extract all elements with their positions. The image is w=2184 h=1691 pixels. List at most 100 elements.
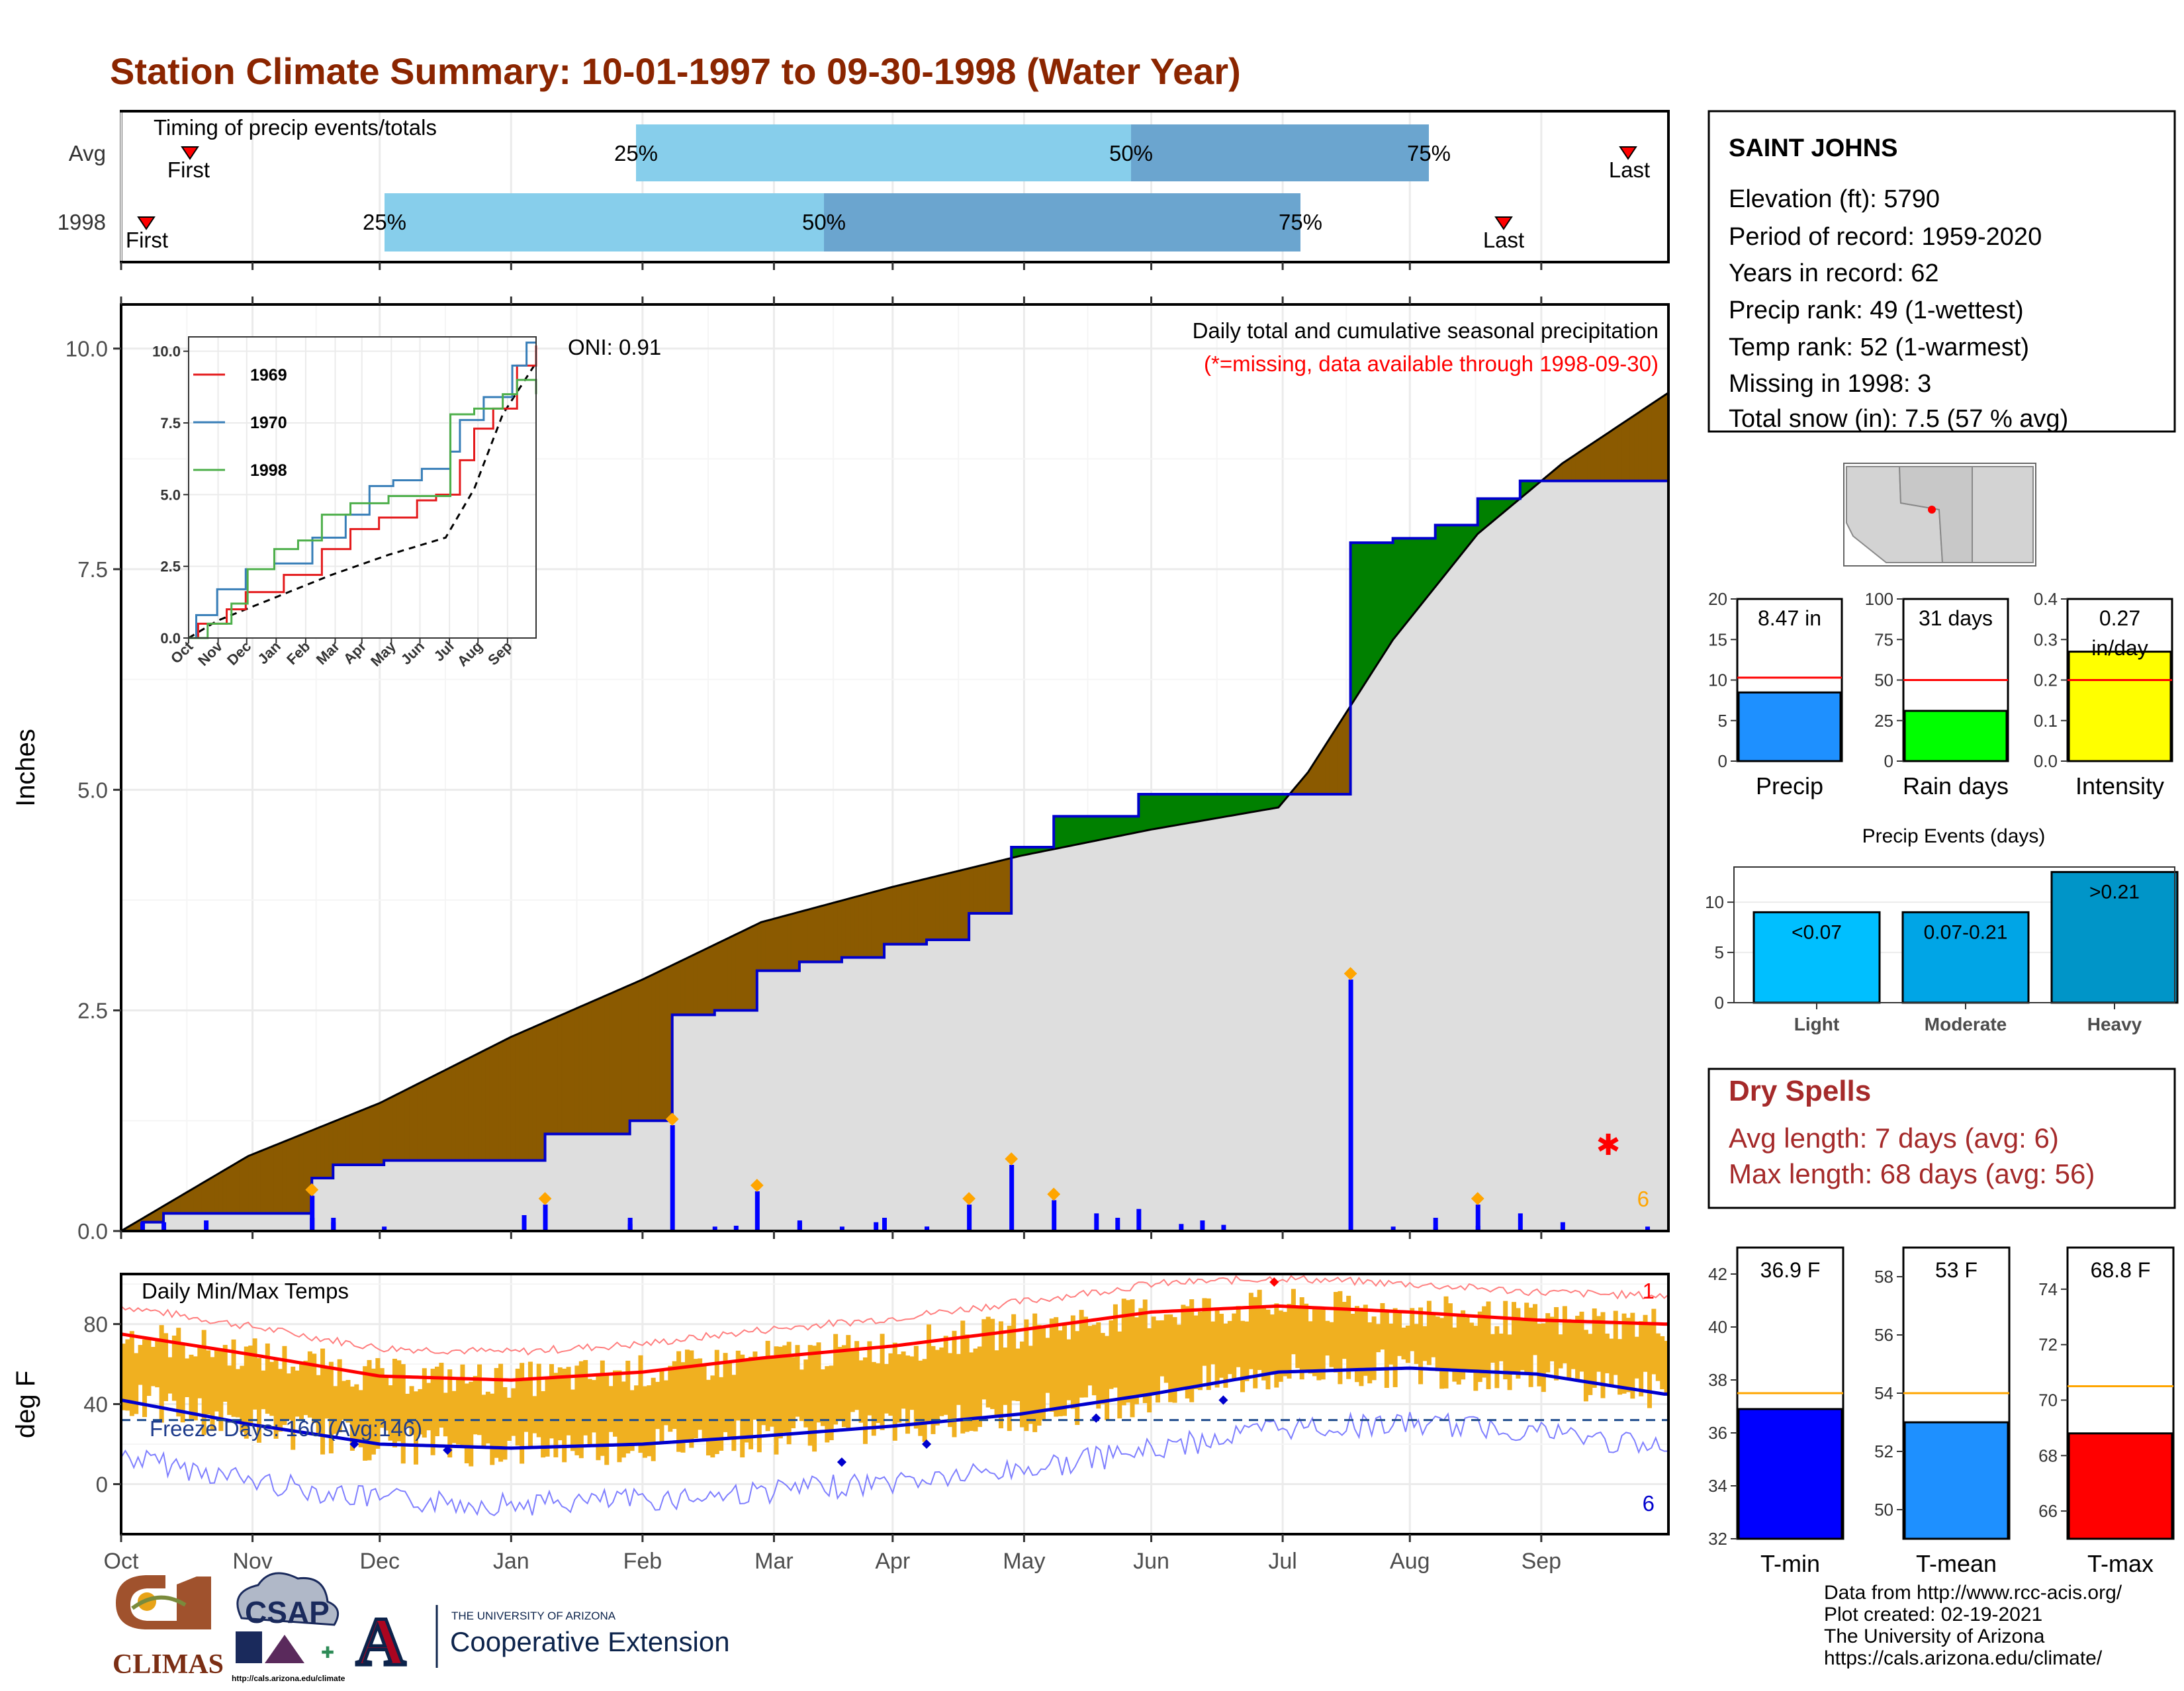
above-average-fill xyxy=(1257,794,1262,812)
below-average-fill xyxy=(273,1144,279,1214)
below-average-fill xyxy=(1638,409,1643,482)
temp-summary-y-tick-label: 56 xyxy=(1874,1325,1893,1345)
below-average-fill xyxy=(477,1051,482,1161)
daily-temp-bar xyxy=(1036,1324,1042,1426)
daily-temp-bar xyxy=(1384,1309,1389,1389)
daily-precip-bar xyxy=(1560,1222,1565,1231)
daily-temp-bar xyxy=(541,1391,546,1458)
summary-y-tick-label: 25 xyxy=(1874,711,1893,731)
daily-temp-bar xyxy=(1214,1309,1220,1388)
daily-temp-bar xyxy=(316,1375,321,1434)
above-average-fill xyxy=(1151,794,1156,830)
daily-temp-bar xyxy=(1227,1320,1232,1375)
record-high-line xyxy=(121,1275,1668,1356)
summary-y-tick-label: 0 xyxy=(1884,751,1893,771)
above-average-fill xyxy=(1113,815,1118,838)
daily-temp-bar xyxy=(952,1330,957,1438)
daily-temp-bar xyxy=(206,1350,211,1415)
daily-temp-bar xyxy=(163,1333,169,1402)
daily-temp-bar xyxy=(850,1348,855,1412)
daily-temp-bar xyxy=(1482,1306,1487,1378)
daily-temp-bar xyxy=(240,1365,245,1432)
summary-y-tick-label: 0.4 xyxy=(2034,589,2058,609)
daily-temp-bar xyxy=(527,1361,533,1449)
above-average-fill xyxy=(1130,815,1135,835)
above-average-fill xyxy=(1261,794,1266,811)
temp-summary-category-label: T-min xyxy=(1760,1550,1820,1577)
csap-bars-icon xyxy=(236,1631,262,1663)
below-average-fill xyxy=(790,913,796,972)
below-average-fill xyxy=(765,919,770,972)
daily-temp-bar xyxy=(388,1385,393,1441)
below-average-fill xyxy=(439,1070,444,1161)
daily-temp-bar xyxy=(159,1325,164,1423)
daily-temp-bar xyxy=(1579,1311,1584,1372)
avg-last-marker-icon xyxy=(1619,146,1637,160)
station-line-years: Years in record: 62 xyxy=(1729,259,1939,287)
below-average-fill xyxy=(298,1133,304,1214)
daily-precip-bar xyxy=(670,1125,675,1231)
below-average-fill xyxy=(723,938,728,1011)
record-high-count: 1 xyxy=(1643,1279,1655,1303)
daily-temp-bar xyxy=(1134,1317,1139,1404)
footer-line-data: Data from http://www.rcc-acis.org/ xyxy=(1824,1582,2122,1604)
daily-temp-bar xyxy=(1431,1314,1436,1357)
daily-temp-bar xyxy=(363,1366,368,1461)
below-average-fill xyxy=(422,1079,427,1161)
page-title: Station Climate Summary: 10-01-1997 to 0… xyxy=(110,50,1241,92)
daily-precip-bar xyxy=(733,1226,739,1231)
above-average-fill xyxy=(1231,794,1237,816)
below-average-fill xyxy=(1659,394,1664,482)
daily-temp-bar xyxy=(642,1386,647,1458)
below-average-fill xyxy=(324,1123,330,1179)
daily-temp-bar xyxy=(278,1369,283,1432)
temp-summary-category-label: T-mean xyxy=(1916,1550,1997,1577)
above-average-fill xyxy=(1447,524,1453,572)
daily-temp-bar xyxy=(456,1377,461,1445)
below-average-fill xyxy=(193,1185,198,1214)
month-label: Jan xyxy=(493,1549,529,1574)
daily-temp-bar xyxy=(481,1394,486,1449)
above-average-fill xyxy=(1189,794,1194,823)
daily-temp-bar xyxy=(1376,1324,1381,1353)
temp-summary-y-tick-label: 74 xyxy=(2038,1279,2058,1299)
summary-y-tick-label: 75 xyxy=(1874,629,1893,649)
daily-precip-bar xyxy=(882,1218,887,1231)
below-average-fill xyxy=(286,1138,291,1214)
climas-logo: CLIMAS xyxy=(113,1575,224,1680)
below-average-fill xyxy=(409,1085,414,1161)
daily-temp-bar xyxy=(1498,1333,1504,1361)
below-average-fill xyxy=(896,884,902,945)
daily-temp-bar xyxy=(418,1389,423,1435)
timing-1998-light-bar xyxy=(385,193,824,251)
temp-summary-y-tick-label: 50 xyxy=(1874,1500,1893,1520)
daily-temp-bar xyxy=(1172,1317,1177,1403)
daily-temp-bar xyxy=(1197,1311,1203,1391)
daily-temp-bar xyxy=(1634,1336,1639,1379)
daily-temp-bar xyxy=(1040,1327,1046,1420)
record-low-line xyxy=(121,1411,1668,1516)
below-average-fill xyxy=(875,890,880,958)
below-average-fill xyxy=(358,1109,363,1165)
timing-panel: Timing of precip events/totals Avg 1998 … xyxy=(58,110,1670,263)
daily-temp-bar xyxy=(803,1359,809,1428)
precip-missing-note: (*=missing, data available through 1998-… xyxy=(1204,351,1659,376)
footer-line-url: https://cals.arizona.edu/climate/ xyxy=(1824,1647,2103,1669)
daily-temp-bar xyxy=(405,1393,410,1428)
below-average-fill xyxy=(566,1010,571,1134)
daily-temp-bar xyxy=(913,1346,919,1429)
daily-temp-bar xyxy=(1461,1310,1466,1380)
avg-first-marker-icon xyxy=(181,146,199,160)
daily-temp-bar xyxy=(799,1369,804,1422)
daily-temp-bar xyxy=(494,1368,499,1458)
above-average-fill xyxy=(1223,794,1228,817)
dry-spells-avg: Avg length: 7 days (avg: 6) xyxy=(1729,1122,2059,1154)
month-label: Sep xyxy=(1522,1549,1562,1574)
summary-chart-precip: 0 5 10 15 20 8.47 in Precip xyxy=(1708,589,1843,800)
daily-temp-bar xyxy=(592,1380,597,1433)
summary-value-bar xyxy=(1737,691,1842,762)
daily-temp-bar xyxy=(1126,1300,1131,1403)
daily-temp-bar xyxy=(1304,1303,1309,1372)
below-average-fill xyxy=(1621,420,1627,482)
summary-value-unit: in/day xyxy=(2091,636,2148,660)
